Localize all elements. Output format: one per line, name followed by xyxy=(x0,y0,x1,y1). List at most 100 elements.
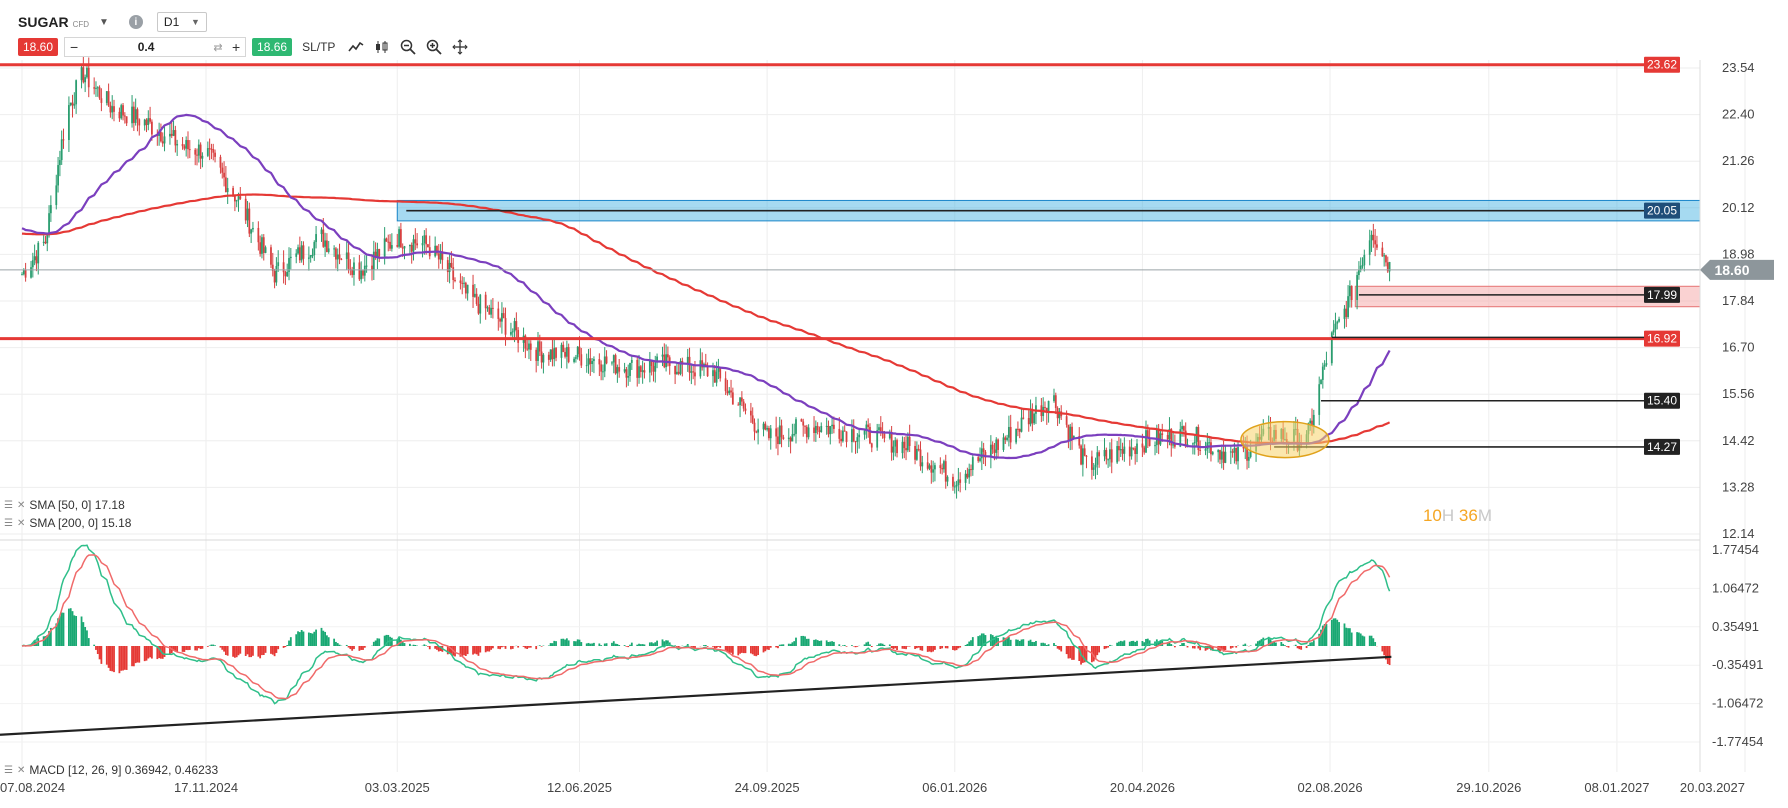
candle-body xyxy=(953,486,956,488)
sma200-label: SMA [200, 0] 15.18 xyxy=(29,516,132,530)
candle-body xyxy=(490,307,492,315)
macd-tick-label: 1.77454 xyxy=(1712,542,1759,557)
move-icon[interactable] xyxy=(451,38,469,56)
candle-body xyxy=(160,132,162,142)
close-icon[interactable]: ✕ xyxy=(16,517,26,529)
candle-body xyxy=(473,293,476,297)
quantity-stepper[interactable]: − 0.4 ⇄ + xyxy=(64,37,247,57)
candle-body xyxy=(477,303,480,314)
candle-body xyxy=(338,254,341,259)
candle-body xyxy=(782,437,785,439)
candle-body xyxy=(270,247,272,265)
candle-body xyxy=(1336,321,1339,324)
sell-button[interactable]: 18.60 xyxy=(18,38,59,56)
candle-body xyxy=(1235,447,1238,462)
candle-body xyxy=(100,98,103,103)
candle-body xyxy=(549,349,552,360)
candle-body xyxy=(300,245,303,261)
candle-body xyxy=(421,243,424,246)
close-icon[interactable]: ✕ xyxy=(16,499,26,511)
candle-body xyxy=(591,361,594,365)
candle-body xyxy=(780,425,783,438)
candle-body xyxy=(865,424,868,431)
candle-body xyxy=(327,248,330,252)
increase-quantity-button[interactable]: + xyxy=(231,39,241,55)
candle-body xyxy=(731,392,734,405)
candle-body xyxy=(351,269,354,275)
macd-legend[interactable]: ☰ ✕ MACD [12, 26, 9] 0.36942, 0.46233 xyxy=(4,763,218,777)
candle-body xyxy=(120,105,123,119)
zoom-out-icon[interactable] xyxy=(399,38,417,56)
price-tick-label: 16.70 xyxy=(1722,340,1755,355)
candle-body xyxy=(977,457,980,461)
candle-body xyxy=(888,431,891,439)
sma200-legend[interactable]: ☰ ✕ SMA [200, 0] 15.18 xyxy=(4,516,131,530)
swap-icon[interactable]: ⇄ xyxy=(213,41,223,54)
candle-body xyxy=(383,238,386,257)
candle-body xyxy=(320,229,323,235)
close-icon[interactable]: ✕ xyxy=(16,764,26,776)
candle-body xyxy=(979,458,981,461)
candle-body xyxy=(959,479,962,483)
price-tick-label: 18.98 xyxy=(1722,246,1755,261)
horizontal-levels[interactable]: 23.62 20.05 17.99 16.92 15.40 14.27 18.60 xyxy=(0,56,1774,455)
candle-body xyxy=(1054,395,1057,409)
sma50-legend[interactable]: ☰ ✕ SMA [50, 0] 17.18 xyxy=(4,498,125,512)
candle-body xyxy=(1022,417,1025,419)
candle-body xyxy=(751,415,754,423)
candle-body xyxy=(757,429,760,433)
buy-button[interactable]: 18.66 xyxy=(252,38,293,56)
settings-icon[interactable]: ☰ xyxy=(4,499,13,511)
macd-trendline xyxy=(0,655,1392,736)
candle-body xyxy=(284,272,287,277)
candle-body xyxy=(170,133,173,136)
candle-body xyxy=(851,429,853,443)
candle-body xyxy=(1083,448,1086,456)
candle-body xyxy=(627,375,630,378)
candle-body xyxy=(214,152,216,157)
sltp-button[interactable]: SL/TP xyxy=(302,40,336,54)
candle-body xyxy=(414,239,417,244)
instrument-dropdown-icon[interactable]: ▼ xyxy=(99,16,109,28)
highlight-zone xyxy=(1240,420,1330,459)
candle-body xyxy=(80,67,83,81)
line-chart-icon[interactable] xyxy=(347,38,365,56)
timeframe-select[interactable]: D1 ▼ xyxy=(156,12,207,32)
candle-body xyxy=(248,208,251,234)
candle-body xyxy=(1143,447,1146,453)
candle-body xyxy=(501,313,503,322)
settings-icon[interactable]: ☰ xyxy=(4,517,13,529)
grid-lines xyxy=(0,60,1746,772)
level-16-92-label-text: 16.92 xyxy=(1647,332,1677,346)
quantity-input[interactable]: 0.4 xyxy=(137,40,155,54)
info-icon[interactable]: i xyxy=(128,15,143,29)
candle-body xyxy=(271,264,274,272)
candle-body xyxy=(914,445,916,460)
candle-body xyxy=(1007,426,1010,438)
candle-body xyxy=(1029,410,1032,425)
level-15-40-label: 15.40 xyxy=(1644,392,1680,409)
candle-body xyxy=(378,248,381,257)
candle-body xyxy=(1383,255,1386,257)
candle-body xyxy=(1220,451,1223,460)
macd-label: MACD [12, 26, 9] 0.36942, 0.46233 xyxy=(29,763,219,777)
candle-body xyxy=(298,247,301,261)
candle-body xyxy=(724,378,727,392)
candle-body xyxy=(403,246,406,249)
candle-body xyxy=(791,434,794,442)
candle-body xyxy=(1045,407,1048,413)
candle-body xyxy=(1370,234,1373,241)
candle-body xyxy=(906,436,909,451)
candle-body xyxy=(1069,426,1072,441)
zoom-in-icon[interactable] xyxy=(425,38,443,56)
candle-body xyxy=(984,451,987,458)
candle-body xyxy=(136,109,139,120)
candle-body xyxy=(410,245,413,252)
settings-icon[interactable]: ☰ xyxy=(4,764,13,776)
candle-body xyxy=(701,360,704,368)
candles-icon[interactable] xyxy=(373,38,391,56)
macd-tick-label: 1.06472 xyxy=(1712,580,1759,595)
decrease-quantity-button[interactable]: − xyxy=(69,39,79,55)
candle-body xyxy=(335,248,337,260)
